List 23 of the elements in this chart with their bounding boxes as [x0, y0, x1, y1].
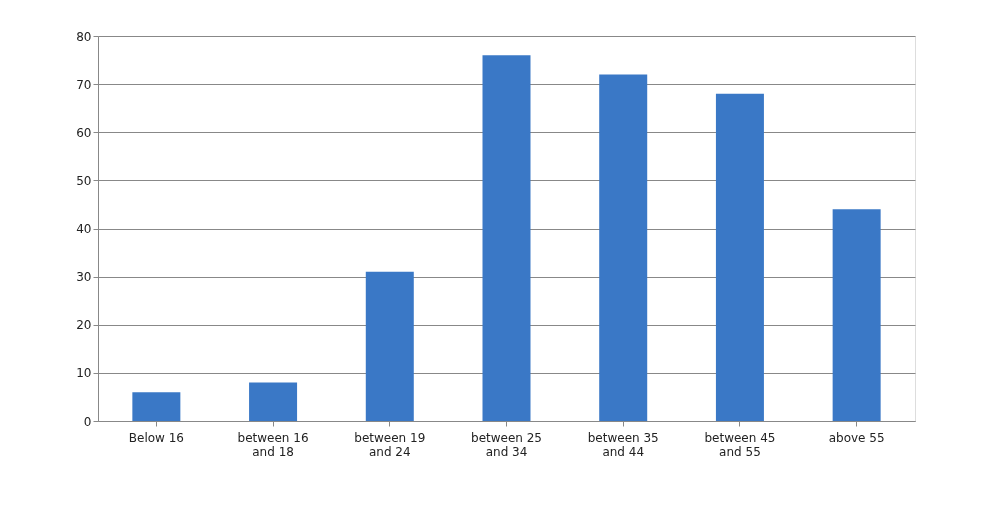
y-tick-label: 80 — [76, 29, 92, 44]
x-tick-label: between 25 and 34 — [471, 430, 542, 459]
x-tick-label: between 19 and 24 — [354, 430, 426, 459]
bar — [599, 74, 648, 421]
x-tick-label: between 35 and 44 — [587, 430, 659, 459]
x-tick-label: between 45 and 55 — [704, 430, 776, 459]
y-tick-label: 10 — [76, 366, 92, 381]
y-tick-label: 20 — [76, 318, 92, 333]
bar — [482, 55, 531, 421]
x-tick-label: Below 16 — [128, 430, 184, 445]
bar — [365, 271, 414, 421]
bar — [249, 382, 298, 421]
y-tick-label: 70 — [76, 77, 92, 92]
y-tick-label: 30 — [76, 270, 92, 285]
y-tick-label: 0 — [83, 414, 92, 429]
bar — [832, 209, 881, 421]
y-tick-label: 40 — [76, 222, 92, 236]
x-tick-label: between 16 and 18 — [237, 430, 309, 459]
bar — [715, 93, 764, 421]
bar — [132, 392, 181, 421]
x-tick-label: above 55 — [828, 430, 885, 445]
y-tick-label: 50 — [76, 173, 92, 188]
y-tick-label: 60 — [76, 125, 92, 140]
